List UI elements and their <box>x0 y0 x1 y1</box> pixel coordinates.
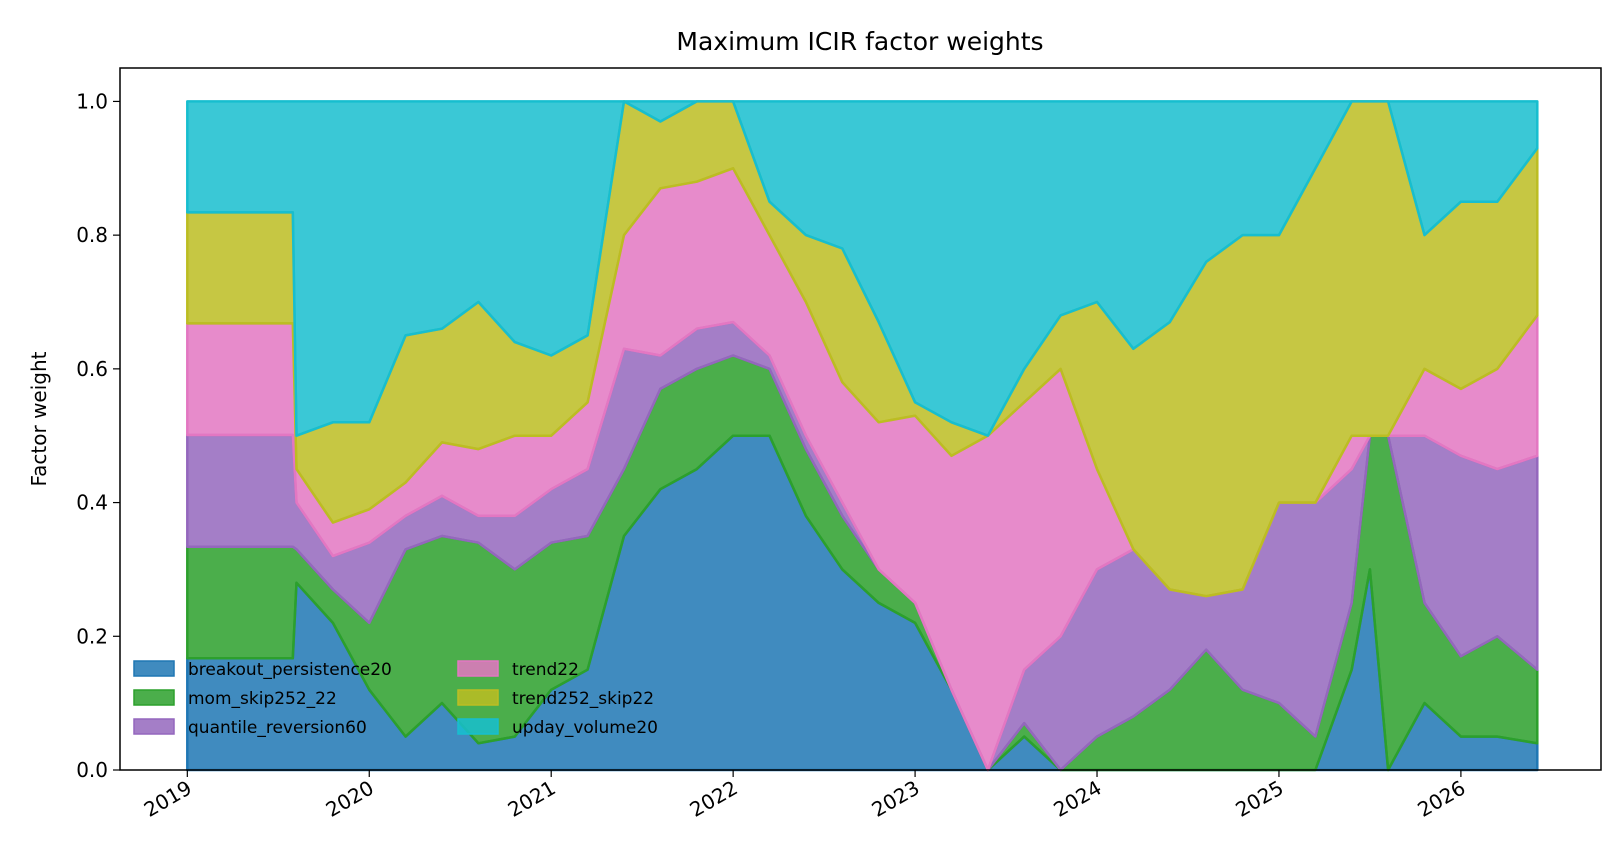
legend-label: trend252_skip22 <box>512 689 654 709</box>
y-tick-label: 0.8 <box>76 223 108 247</box>
legend-swatch <box>133 660 175 677</box>
chart-title: Maximum ICIR factor weights <box>676 27 1043 56</box>
y-axis-label: Factor weight <box>27 351 51 486</box>
legend-swatch <box>133 718 175 735</box>
legend-swatch <box>457 718 499 735</box>
area-upday_volume20 <box>186 100 1539 437</box>
legend-label: upday_volume20 <box>512 718 658 738</box>
plot-frame <box>119 67 1602 771</box>
y-tick-label: 0.2 <box>76 624 108 648</box>
legend-swatch <box>457 689 499 706</box>
legend: breakout_persistence20 mom_skip252_22quan… <box>133 660 658 738</box>
y-tick-label: 1.0 <box>76 89 108 113</box>
y-tick-label: 0.0 <box>76 758 108 782</box>
legend-label: trend22 <box>512 660 579 680</box>
y-tick-label: 0.6 <box>76 357 108 381</box>
legend-swatch <box>457 660 499 677</box>
areas-layer <box>186 100 1539 772</box>
legend-label: mom_skip252_22 <box>188 689 337 709</box>
legend-label: quantile_reversion60 <box>188 718 367 738</box>
y-tick-label: 0.4 <box>76 491 108 515</box>
legend-label: breakout_persistence20 <box>188 660 392 680</box>
legend-swatch <box>133 689 175 706</box>
y-axis: 0.0 0.2 0.4 0.6 0.8 1.0 <box>76 89 120 782</box>
